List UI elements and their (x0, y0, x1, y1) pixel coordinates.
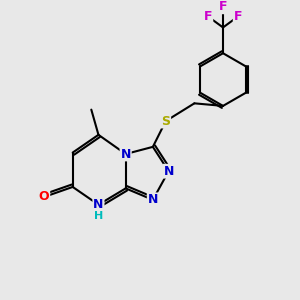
Text: N: N (93, 198, 103, 211)
Text: S: S (161, 115, 170, 128)
Text: F: F (219, 0, 227, 13)
Text: O: O (39, 190, 50, 203)
Text: N: N (121, 148, 131, 160)
Text: H: H (94, 211, 103, 220)
Text: F: F (234, 10, 242, 23)
Text: N: N (164, 165, 174, 178)
Text: N: N (148, 193, 158, 206)
Text: F: F (204, 10, 212, 23)
